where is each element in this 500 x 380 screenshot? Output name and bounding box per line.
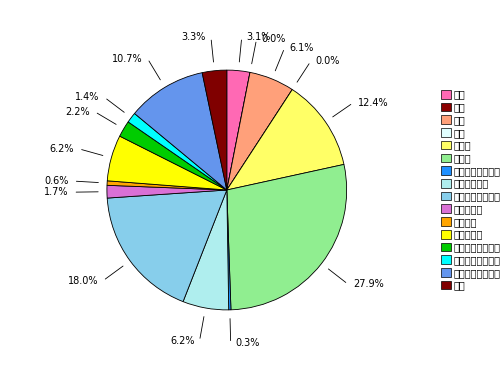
Text: 6.2%: 6.2%: [170, 336, 194, 346]
Wedge shape: [120, 122, 227, 190]
Wedge shape: [227, 90, 292, 190]
Legend: 農業, 林業, 漁業, 鉱業, 建設業, 製造業, 電気・ガス・水道業, 運輸・通信業, 卸売・小売・飲食業, 金融保険業, 不動産業, 医療・福祉, 教育・学: 農業, 林業, 漁業, 鉱業, 建設業, 製造業, 電気・ガス・水道業, 運輸・…: [438, 86, 500, 294]
Wedge shape: [227, 90, 344, 190]
Wedge shape: [227, 190, 231, 310]
Text: 6.1%: 6.1%: [290, 43, 314, 53]
Text: 2.2%: 2.2%: [66, 107, 90, 117]
Wedge shape: [107, 185, 227, 198]
Text: 18.0%: 18.0%: [68, 276, 98, 286]
Wedge shape: [107, 190, 227, 302]
Wedge shape: [108, 136, 227, 190]
Text: 10.7%: 10.7%: [112, 54, 142, 63]
Wedge shape: [227, 72, 292, 190]
Text: 3.1%: 3.1%: [246, 32, 271, 42]
Text: 6.2%: 6.2%: [50, 144, 74, 154]
Text: 27.9%: 27.9%: [353, 279, 384, 289]
Text: 0.0%: 0.0%: [316, 56, 340, 66]
Text: 1.7%: 1.7%: [44, 187, 68, 197]
Wedge shape: [183, 190, 228, 310]
Text: 0.3%: 0.3%: [236, 339, 260, 348]
Wedge shape: [128, 114, 227, 190]
Text: 0.0%: 0.0%: [262, 35, 285, 44]
Wedge shape: [202, 70, 227, 190]
Text: 1.4%: 1.4%: [76, 92, 100, 102]
Text: 3.3%: 3.3%: [182, 32, 206, 42]
Text: 12.4%: 12.4%: [358, 98, 388, 108]
Wedge shape: [134, 73, 227, 190]
Text: 0.6%: 0.6%: [44, 176, 69, 186]
Wedge shape: [227, 165, 346, 310]
Wedge shape: [227, 70, 250, 190]
Wedge shape: [107, 181, 227, 190]
Wedge shape: [227, 72, 250, 190]
